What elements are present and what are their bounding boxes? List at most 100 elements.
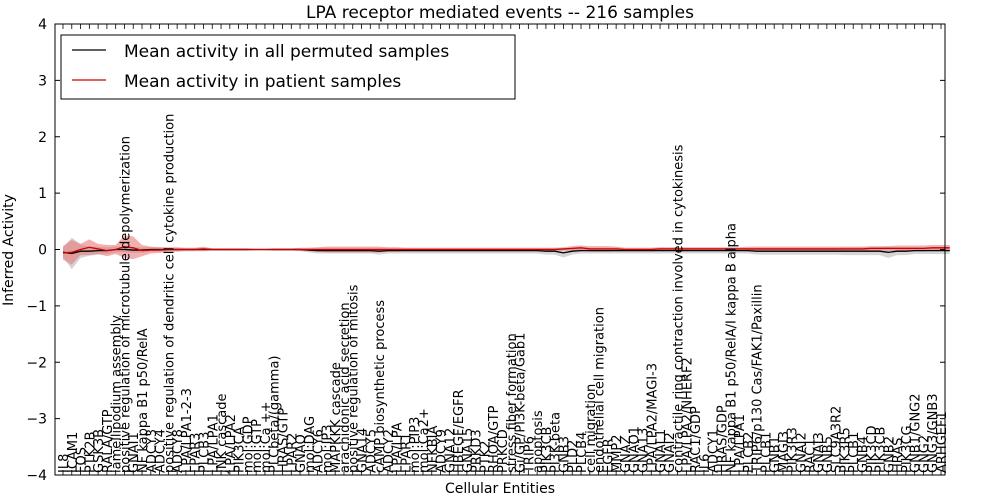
y-tick-label: 4	[38, 17, 47, 33]
category-label: GNAQ	[294, 434, 309, 473]
category-label: TRIP6/p130 Cas/FAK1/Paxillin	[751, 284, 766, 474]
y-tick-label: −4	[26, 468, 47, 484]
activity-lines	[62, 24, 950, 475]
y-tick-label: 0	[38, 243, 47, 259]
category-label: GSK3B	[92, 429, 107, 473]
x-axis-label: Cellular Entities	[445, 481, 555, 497]
category-label: PLD2	[566, 440, 581, 473]
category-label: HRAS	[891, 438, 906, 473]
category-label: positive regulation of microtubule depol…	[118, 136, 133, 473]
category-label: PLCB1	[847, 432, 862, 473]
category-label: ADCY8	[171, 429, 186, 473]
category-label: positive regulation of dendritic cell cy…	[162, 114, 177, 473]
category-label: NF kappa B1 p50/RelA	[136, 328, 151, 473]
category-label: GNG3/GNB3	[926, 393, 941, 473]
category-label: GNB3	[557, 436, 572, 473]
category-label: GNA12	[443, 428, 458, 473]
category-label: positive regulation of mitosis	[347, 284, 362, 473]
legend-permuted-label: Mean activity in all permuted samples	[124, 42, 449, 62]
category-label: GNAI2	[795, 432, 810, 473]
category-label: mol:DAG	[303, 416, 318, 473]
category-label: Gi/GP/PI3K-beta/Gab1	[514, 333, 529, 473]
category-label: GNAL1	[654, 429, 669, 473]
category-label: LPA/LPA1	[206, 414, 221, 473]
category-label: GNAI1	[127, 432, 142, 473]
category-label: mol:GTP	[250, 419, 265, 473]
category-label: LPA/LPA1-2-3	[180, 388, 195, 473]
category-label: ADCY3	[145, 429, 160, 473]
category-label: RAC1	[803, 438, 818, 473]
category-label: ICAM1	[66, 432, 81, 473]
permuted-band	[63, 237, 950, 270]
category-label: LPA/LPA1	[733, 414, 748, 473]
y-axis-label: Inferred Activity	[1, 194, 17, 306]
category-label: PLCB3	[197, 432, 212, 473]
category-label: LPA/LPA	[391, 422, 406, 473]
category-label: ADCY1	[707, 429, 722, 473]
patient-mean-line	[62, 246, 950, 254]
category-label: PI3K-beta	[549, 412, 564, 473]
category-label: PTK2B	[83, 432, 98, 474]
category-label: RHOA/GTP	[487, 405, 502, 473]
category-label: stress fiber formation	[505, 333, 520, 473]
category-label: mol:IP3	[320, 424, 335, 473]
category-label: ADCY2	[382, 429, 397, 473]
category-label: mol:Ca2+	[417, 408, 432, 473]
category-label: FOS	[75, 447, 90, 473]
category-label: TRIP6	[522, 436, 537, 474]
category-label: MAGI3	[777, 431, 792, 473]
category-label: MAPKKK cascade	[329, 362, 344, 473]
category-label: PRKD3	[470, 429, 485, 473]
category-label: PIK3CD	[865, 425, 880, 473]
category-label: SLC9A3R2	[830, 406, 845, 473]
category-label: apoptosis	[531, 410, 546, 473]
category-label: GNB5	[821, 436, 836, 473]
category-label: RALA/GTP	[101, 409, 116, 473]
category-label: LPA/LPA2/MAGI-3	[645, 363, 660, 473]
category-label: contractile ring contraction involved in…	[672, 144, 687, 473]
category-label: PIK3CA	[233, 426, 248, 473]
y-tick-label: −2	[26, 355, 47, 371]
category-label: PIK3CG	[900, 425, 915, 473]
category-label: PIK3R5	[838, 427, 853, 473]
activity-bands	[63, 235, 950, 270]
category-label: GNAI2	[663, 432, 678, 473]
category-label: arachidonic acid secretion	[338, 302, 353, 473]
category-label: ADCY5	[364, 429, 379, 473]
y-tick-label: 1	[38, 186, 47, 202]
category-label: PLCB4	[575, 432, 590, 473]
category-label: HRAS/GTP	[277, 408, 292, 473]
category-label: mol:Ca ++	[259, 401, 274, 473]
y-tick-label: −1	[26, 299, 47, 315]
category-label: LPA/LPA2	[224, 414, 239, 473]
legend-box	[60, 34, 516, 100]
category-label: PRKCD	[496, 429, 511, 473]
category-label: EGFR	[601, 438, 616, 473]
category-label: PLCB2	[742, 432, 757, 473]
category-label: mol:GDP	[241, 416, 256, 473]
category-label: GNA15	[461, 428, 476, 473]
category-label: ADCY6	[312, 429, 327, 473]
category-label: GNAO1	[628, 426, 643, 473]
category-label: HRAS/GDP	[716, 405, 731, 473]
category-label: LPAR3	[189, 433, 204, 473]
category-label: RAC1/GDP	[689, 406, 704, 473]
category-label: GNA14	[356, 428, 371, 473]
category-label: JNK cascade	[215, 394, 230, 474]
y-tick-label: 2	[38, 130, 47, 146]
category-label: PIK3R3	[786, 427, 801, 473]
category-labels: IL8ICAM1FOSPTK2BGSK3BRALA/GTPlamellipodi…	[57, 114, 950, 474]
category-label: PTK2	[478, 440, 493, 473]
category-label: GNG2	[917, 435, 932, 473]
category-label: LPA/LPA2/NHERF2	[680, 357, 695, 473]
category-label: LPAR1	[399, 433, 414, 473]
category-label: PIK3CB	[540, 427, 555, 473]
y-tick-label: 3	[38, 73, 47, 89]
category-label: endothelial cell migration	[593, 307, 608, 473]
category-label: HBEGF/EGFR	[452, 389, 467, 473]
category-label: PLCbeta/(gamma)	[268, 355, 283, 473]
category-label: GNB1	[768, 436, 783, 473]
category-label: GNA13	[636, 428, 651, 473]
category-label: IL8	[57, 454, 72, 473]
